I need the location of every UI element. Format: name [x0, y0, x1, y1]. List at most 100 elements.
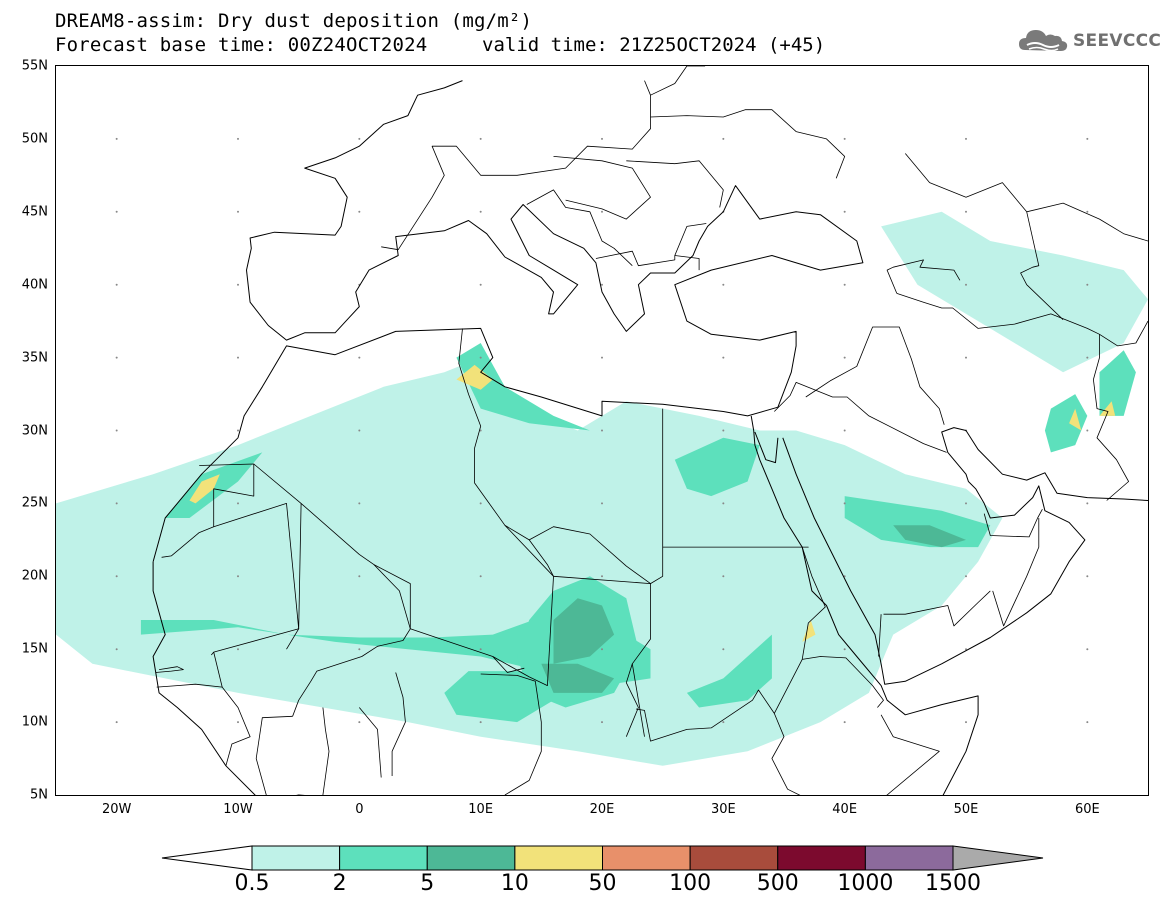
grid-dot: [843, 648, 846, 651]
dust-region-7: [844, 496, 991, 548]
dust-region-14: [893, 525, 966, 548]
country-borders: [155, 66, 1148, 795]
colorbar-level-label: 5: [420, 871, 435, 896]
lat-label: 5N: [30, 787, 48, 803]
grid-dot: [479, 283, 482, 286]
lat-label: 10N: [21, 714, 48, 730]
dust-region-15: [189, 474, 220, 504]
grid-dot: [1086, 137, 1089, 140]
dust-region-8: [686, 634, 772, 708]
grid-dot: [115, 502, 118, 505]
grid-dot: [1086, 648, 1089, 651]
grid-dot: [601, 356, 603, 359]
lat-label: 50N: [21, 131, 48, 147]
border-33: [292, 628, 411, 717]
border-11: [886, 259, 961, 294]
grid-dot: [237, 356, 239, 359]
grid-dot: [1086, 429, 1089, 432]
colorbar-swatch: [864, 845, 954, 871]
grid-dot: [965, 648, 967, 651]
dust-region-2: [140, 612, 651, 686]
border-22: [1099, 320, 1148, 347]
grid-dot: [479, 429, 482, 432]
grid-dot: [115, 356, 118, 359]
colorbar-level-label: 500: [756, 871, 799, 896]
dust-region-10: [1044, 394, 1088, 453]
colorbar-level-label: 1000: [837, 871, 894, 896]
grid-dot: [358, 648, 361, 651]
grid-dot: [965, 356, 967, 359]
seevccc-logo: SEEVCCC: [1017, 26, 1161, 56]
border-12: [674, 255, 700, 271]
grid-dot: [479, 575, 482, 578]
grid-dot: [115, 575, 118, 578]
border-26: [802, 656, 884, 708]
grid-dot: [115, 721, 118, 724]
grid-dot: [843, 356, 846, 359]
grid-dot: [722, 283, 725, 286]
colorbar-low-arrow: [161, 845, 253, 871]
lat-label: 35N: [21, 350, 48, 366]
lat-label: 20N: [21, 568, 48, 584]
border-24: [878, 614, 882, 657]
border-29: [391, 672, 406, 776]
border-34: [156, 683, 223, 688]
dust-region-16: [456, 364, 493, 390]
colorbar-high-arrow: [952, 845, 1044, 871]
grid-dot: [601, 283, 603, 286]
grid-dot: [843, 283, 846, 286]
grid-dot: [843, 502, 846, 505]
border-25: [635, 546, 826, 742]
border-1: [161, 463, 255, 558]
lon-label: 20W: [101, 802, 132, 817]
colorbar-level-label: 1500: [925, 871, 981, 896]
grid-dot: [358, 356, 361, 359]
border-39: [492, 656, 525, 673]
grid-dot: [358, 210, 361, 213]
grid-dot: [965, 575, 967, 578]
valid-time: valid time: 21Z25OCT2024 (+45): [482, 34, 826, 56]
border-9: [992, 518, 1040, 627]
grid-dot: [237, 721, 239, 724]
forecast-base-time: Forecast base time: 00Z24OCT2024: [55, 34, 428, 56]
grid-dot: [237, 283, 239, 286]
border-0: [253, 328, 554, 686]
border-32: [255, 715, 293, 795]
grid-dot: [722, 575, 725, 578]
border-4: [625, 547, 664, 737]
grid-dot: [1086, 356, 1089, 359]
coastline-1: [152, 561, 305, 795]
grid-dot: [965, 721, 967, 724]
dust-region-6: [674, 437, 760, 497]
dust-region-18: [1099, 401, 1116, 416]
grid-dot: [115, 210, 118, 213]
border-13: [595, 223, 707, 267]
border-21: [1020, 211, 1064, 320]
border-7: [805, 326, 945, 425]
lat-label: 25N: [21, 495, 48, 511]
grid-dot: [479, 648, 482, 651]
border-20: [904, 153, 1148, 242]
colorbar-swatch: [514, 845, 603, 871]
grid-dot: [115, 137, 118, 140]
grid-dot: [479, 137, 482, 140]
grid-dot: [601, 648, 603, 651]
grid-dot: [843, 210, 846, 213]
border-15: [381, 80, 651, 251]
grid-dot: [843, 721, 846, 724]
grid-dot: [843, 137, 846, 140]
lon-label: 60E: [1074, 802, 1100, 817]
border-36: [213, 652, 251, 766]
colorbar-level-label: 10: [500, 871, 529, 896]
grid-dot: [843, 429, 846, 432]
colorbar-level-label: 2: [332, 871, 347, 896]
colorbar-swatch: [689, 845, 779, 871]
border-35: [155, 666, 184, 673]
grid-dot: [601, 575, 603, 578]
border-30: [358, 707, 382, 778]
grid-dot: [237, 575, 239, 578]
grid-dot: [722, 502, 725, 505]
grid-dot: [1086, 721, 1089, 724]
lon-label: 30E: [710, 802, 736, 817]
grid-dot: [965, 210, 967, 213]
